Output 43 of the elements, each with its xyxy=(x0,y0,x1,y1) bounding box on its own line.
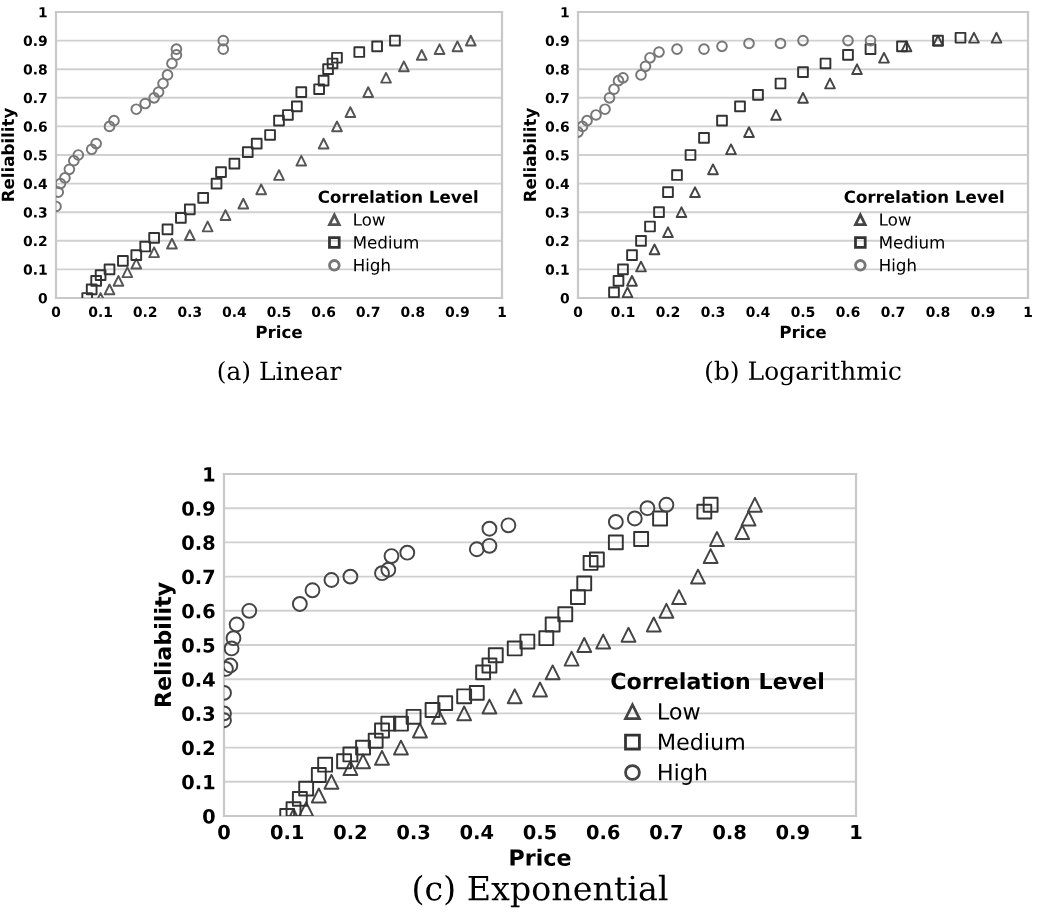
legend-title: Correlation Level xyxy=(611,672,824,690)
legend-title: Correlation Level xyxy=(318,190,478,204)
y-tick-label: 0.2 xyxy=(182,740,214,756)
legend-label: Low xyxy=(880,213,911,226)
y-tick-label: 0.3 xyxy=(182,706,215,722)
x-axis-title: Price xyxy=(510,848,571,866)
y-axis-title: Reliability xyxy=(1,107,18,201)
x-tick-label: 0.7 xyxy=(650,824,683,840)
x-axis-title: Price xyxy=(256,325,302,339)
y-tick-label: 0.5 xyxy=(182,637,215,653)
x-tick-label: 0.5 xyxy=(523,824,556,840)
legend-label: Low xyxy=(659,703,700,720)
legend-label: Low xyxy=(354,213,385,226)
y-tick-label: 0.1 xyxy=(182,774,215,790)
legend-label: High xyxy=(354,258,390,275)
legend-label: Medium xyxy=(354,235,418,249)
x-tick-label: 1 xyxy=(851,824,862,840)
x-axis-title: Price xyxy=(780,325,826,339)
y-tick-label: 0.9 xyxy=(182,501,215,516)
x-tick-label: 0.3 xyxy=(397,824,430,840)
legend-label: Medium xyxy=(659,732,744,751)
legend-label: High xyxy=(659,763,707,785)
legend-title: Correlation Level xyxy=(844,190,1004,204)
y-tick-label: 0 xyxy=(203,808,215,824)
legend-label: Medium xyxy=(880,235,944,249)
y-tick-label: 0.7 xyxy=(182,569,215,585)
x-tick-label: 0.2 xyxy=(334,824,366,840)
text: (b) Logarithmic xyxy=(706,360,901,386)
x-tick-label: 0.9 xyxy=(776,824,809,840)
y-axis-title: Reliability xyxy=(153,582,176,707)
y-tick-label: 0.4 xyxy=(182,672,215,687)
x-tick-label: 0.1 xyxy=(270,824,304,840)
y-tick-label: 1 xyxy=(204,467,215,482)
y-axis-title: Reliability xyxy=(523,107,540,201)
x-tick-label: 0.6 xyxy=(586,824,620,840)
x-tick-label: 0.8 xyxy=(713,824,746,840)
x-tick-label: 0 xyxy=(218,824,230,840)
text: (a) Linear xyxy=(218,360,342,384)
text: (c) Exponential xyxy=(414,874,668,908)
x-tick-label: 0.4 xyxy=(460,824,494,840)
legend-label: High xyxy=(880,258,916,275)
y-tick-label: 0.6 xyxy=(182,603,215,619)
y-tick-label: 0.8 xyxy=(182,535,215,551)
